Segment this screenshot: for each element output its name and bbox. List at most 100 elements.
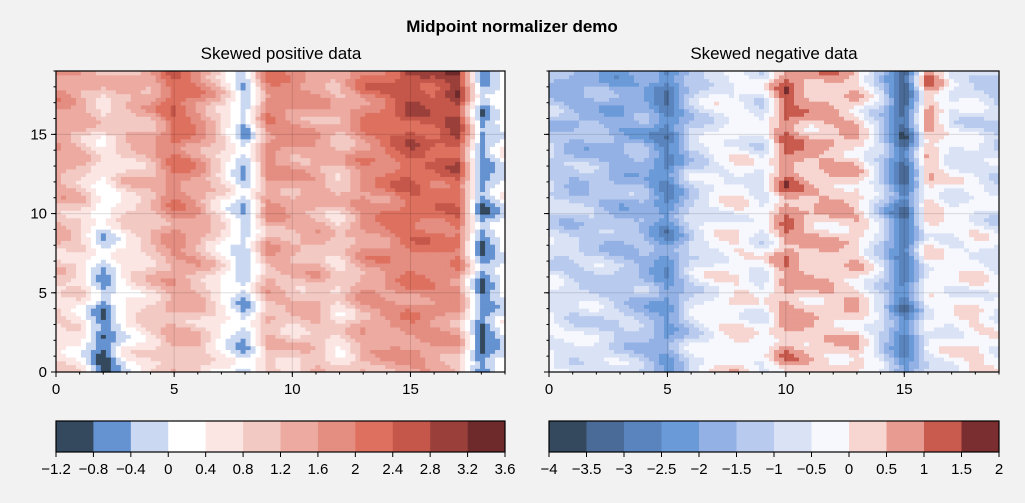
contour-cell (355, 123, 361, 129)
contour-cell (220, 240, 227, 245)
contour-cell (105, 225, 112, 230)
contour-cell (220, 236, 227, 241)
contour-cell (220, 308, 227, 313)
contour-cell (270, 334, 277, 339)
contour-cell (225, 319, 232, 324)
contour-cell (56, 134, 62, 140)
contour-cell (175, 353, 182, 358)
contour-cell (365, 341, 371, 347)
contour-cell (170, 244, 177, 249)
contour-cell (295, 225, 302, 230)
contour-cell (65, 277, 72, 283)
contour-cell (340, 89, 346, 95)
contour-cell (80, 304, 87, 309)
contour-cell (115, 315, 122, 320)
contour-cell (190, 183, 197, 189)
contour-cell (175, 93, 182, 98)
contour-cell (250, 270, 257, 275)
contour-cell (290, 206, 297, 211)
contour-cell (110, 180, 117, 185)
contour-cell (175, 165, 182, 170)
contour-cell (100, 213, 107, 219)
contour-cell (190, 353, 197, 358)
contour-cell (95, 353, 102, 358)
left-panel-title: Skewed positive data (201, 44, 362, 63)
contour-cell (160, 187, 167, 192)
contour-cell (235, 161, 242, 166)
contour-cell (345, 255, 351, 260)
contour-cell (105, 356, 112, 362)
contour-cell (75, 319, 82, 324)
contour-cell (345, 127, 351, 132)
contour-cell (320, 150, 326, 155)
contour-cell (250, 202, 257, 208)
contour-cell (310, 247, 317, 253)
contour-cell (225, 150, 232, 155)
contour-cell (125, 247, 132, 253)
contour-cell (180, 285, 187, 290)
contour-cell (160, 255, 167, 260)
contour-cell (200, 270, 207, 275)
contour-cell (340, 225, 346, 230)
contour-cell (205, 217, 212, 223)
contour-cell (170, 217, 177, 223)
contour-cell (230, 157, 237, 162)
contour-cell (95, 165, 102, 170)
contour-cell (235, 104, 242, 110)
contour-cell (105, 116, 112, 121)
contour-cell (335, 315, 341, 320)
contour-cell (220, 191, 227, 196)
contour-cell (95, 183, 102, 189)
contour-cell (65, 274, 72, 279)
contour-cell (200, 217, 207, 223)
contour-cell (150, 326, 157, 332)
contour-cell (245, 311, 252, 317)
contour-cell (180, 134, 187, 140)
contour-cell (56, 240, 62, 245)
contour-cell (195, 183, 202, 189)
contour-cell (165, 213, 172, 219)
contour-cell (270, 319, 277, 324)
contour-cell (295, 206, 302, 211)
contour-cell (210, 341, 217, 347)
contour-cell (330, 146, 336, 151)
contour-cell (240, 345, 247, 351)
contour-cell (360, 119, 366, 125)
contour-cell (75, 341, 82, 347)
contour-cell (270, 183, 277, 189)
contour-cell (305, 206, 312, 211)
contour-cell (110, 202, 117, 208)
contour-cell (225, 353, 232, 358)
contour-cell (325, 202, 331, 208)
contour-cell (240, 217, 247, 223)
contour-cell (285, 323, 292, 328)
contour-cell (125, 183, 132, 189)
contour-cell (150, 127, 157, 132)
contour-cell (105, 119, 112, 125)
contour-cell (200, 262, 207, 268)
contour-cell (325, 277, 331, 283)
contour-cell (330, 153, 336, 159)
contour-cell (320, 191, 326, 196)
contour-cell (270, 195, 277, 200)
contour-cell (235, 323, 242, 328)
contour-cell (140, 86, 147, 91)
contour-cell (130, 323, 137, 328)
contour-cell (85, 131, 92, 136)
contour-cell (165, 71, 172, 76)
contour-cell (250, 198, 257, 204)
contour-cell (245, 198, 252, 204)
contour-cell (325, 134, 331, 140)
contour-cell (145, 368, 152, 373)
contour-cell (180, 244, 187, 249)
contour-cell (140, 150, 147, 155)
contour-cell (280, 217, 287, 223)
contour-cell (56, 308, 62, 313)
contour-cell (85, 259, 92, 264)
contour-cell (245, 356, 252, 362)
contour-cell (70, 195, 77, 200)
contour-cell (235, 330, 242, 335)
contour-cell (350, 176, 356, 181)
contour-cell (105, 172, 112, 177)
contour-cell (350, 259, 356, 264)
